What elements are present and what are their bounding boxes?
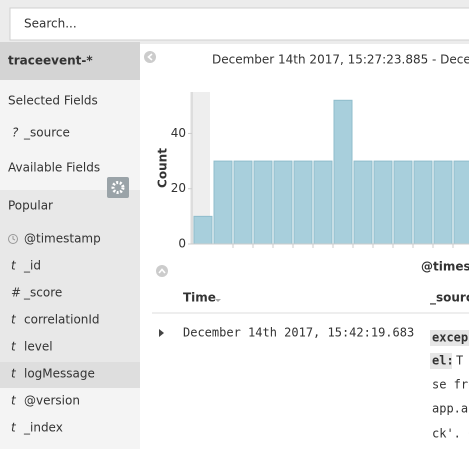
field-type-icon: t	[11, 313, 17, 327]
out-of-range-area	[190, 92, 210, 244]
bar[interactable]	[373, 160, 393, 245]
bar[interactable]	[253, 160, 273, 245]
bar[interactable]	[213, 160, 233, 245]
cell-source: se fro	[432, 378, 469, 392]
field-name[interactable]: @version	[24, 394, 80, 408]
cell-source: T	[456, 354, 463, 368]
bar[interactable]	[293, 160, 313, 245]
field-name[interactable]: _index	[23, 421, 63, 435]
field-name[interactable]: correlationId	[24, 313, 100, 327]
search-placeholder: Search...	[24, 17, 77, 31]
collapse-sidebar[interactable]	[144, 51, 156, 63]
field-type-icon: t	[11, 367, 17, 381]
source-key-bg	[430, 353, 452, 369]
collapse-arrow	[158, 268, 166, 274]
gear-icon	[111, 181, 125, 194]
bar[interactable]	[233, 160, 253, 245]
field-name[interactable]: logMessage	[24, 367, 95, 381]
y-tick-label: 0	[178, 237, 186, 251]
field-name[interactable]: _score	[23, 286, 62, 300]
settings-button[interactable]	[107, 177, 129, 198]
field-type-icon: t	[11, 259, 17, 273]
cell-time: December 14th 2017, 15:42:19.683	[183, 326, 414, 340]
field-type-icon: t	[11, 421, 17, 435]
time-range[interactable]: December 14th 2017, 15:27:23.885 - Decem…	[212, 53, 469, 67]
x-axis-label: @timest	[421, 260, 469, 274]
clock-hands	[12, 236, 16, 241]
cell-source: excep	[432, 331, 468, 345]
bar[interactable]	[193, 215, 213, 245]
popular-block	[0, 190, 140, 388]
clock-icon	[8, 234, 18, 244]
bar[interactable]	[453, 160, 469, 245]
expand-row[interactable]	[159, 329, 164, 337]
hover-row	[0, 362, 140, 388]
section-heading: Popular	[8, 199, 53, 213]
search-input[interactable]	[9, 7, 469, 41]
field-name[interactable]: @timestamp	[24, 232, 101, 246]
bar[interactable]	[333, 99, 353, 245]
y-tick-label: 20	[171, 181, 186, 195]
field-type-icon: t	[11, 340, 17, 354]
column-header[interactable]: Time	[183, 291, 216, 305]
cell-source: el:	[432, 354, 454, 368]
field-type-icon: ?	[12, 126, 19, 140]
cell-source: ck'. C	[432, 427, 469, 441]
field-type-icon: #	[11, 286, 21, 300]
section-heading: Selected Fields	[8, 94, 98, 108]
field-name[interactable]: level	[24, 340, 53, 354]
field-name[interactable]: _source	[23, 126, 70, 140]
sort-arrow[interactable]	[215, 299, 221, 302]
bar[interactable]	[433, 160, 453, 245]
cell-source: app.az	[432, 402, 469, 416]
bar[interactable]	[353, 160, 373, 245]
bar[interactable]	[413, 160, 433, 245]
collapse-arrow	[147, 53, 153, 61]
field-type-icon: t	[11, 394, 17, 408]
source-key-bg	[430, 330, 469, 346]
bar[interactable]	[393, 160, 413, 245]
y-tick-label: 40	[171, 126, 186, 140]
index-pattern[interactable]: traceevent-*	[8, 54, 93, 68]
column-header[interactable]: _source	[430, 291, 469, 306]
bar[interactable]	[273, 160, 293, 245]
field-name[interactable]: _id	[23, 259, 41, 273]
section-heading: Available Fields	[8, 161, 100, 175]
index-pattern-header[interactable]	[0, 42, 140, 80]
bar[interactable]	[313, 160, 333, 245]
y-axis-label: Count	[156, 148, 170, 188]
collapse-chart[interactable]	[156, 265, 168, 277]
